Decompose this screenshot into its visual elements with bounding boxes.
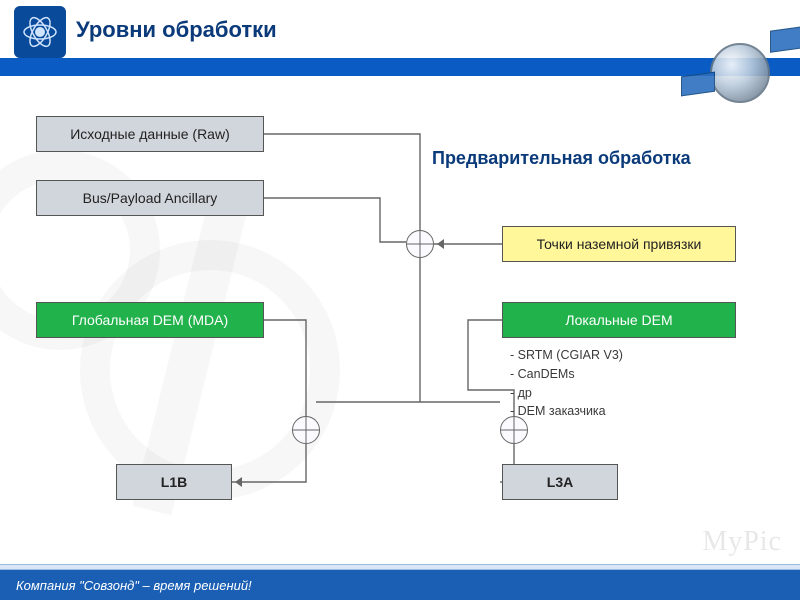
node-raw: Исходные данные (Raw): [36, 116, 264, 152]
edge-ancillary.right: [264, 198, 406, 242]
brand-logo: [14, 6, 66, 58]
arrowhead: [437, 239, 444, 249]
note-line: - др: [510, 384, 623, 403]
footer: Компания "Совзонд" – время решений!: [0, 570, 800, 600]
arrowhead: [235, 477, 242, 487]
junction-j_top: [406, 230, 434, 258]
edge-split.left: [306, 402, 420, 430]
edge-j_left.down: [232, 444, 306, 482]
node-local: Локальные DEM: [502, 302, 736, 338]
footer-text: Компания "Совзонд" – время решений!: [16, 578, 252, 593]
note-line: - CanDEMs: [510, 365, 623, 384]
dem-notes: - SRTM (CGIAR V3)- CanDEMs- др- DEM зака…: [510, 346, 623, 421]
note-line: - SRTM (CGIAR V3): [510, 346, 623, 365]
node-l3a: L3A: [502, 464, 618, 500]
node-gcp: Точки наземной привязки: [502, 226, 736, 262]
note-line: - DEM заказчика: [510, 402, 623, 421]
node-ancillary: Bus/Payload Ancillary: [36, 180, 264, 216]
edge-raw.right: [264, 134, 420, 230]
page-title: Уровни обработки: [76, 17, 277, 43]
node-global: Глобальная DEM (MDA): [36, 302, 264, 338]
edge-global.right: [264, 320, 306, 416]
satellite-illustration: [670, 18, 800, 118]
node-l1b: L1B: [116, 464, 232, 500]
junction-j_left: [292, 416, 320, 444]
diagram-canvas: Предварительная обработка Исходные данны…: [0, 90, 800, 560]
section-subtitle: Предварительная обработка: [432, 148, 691, 169]
